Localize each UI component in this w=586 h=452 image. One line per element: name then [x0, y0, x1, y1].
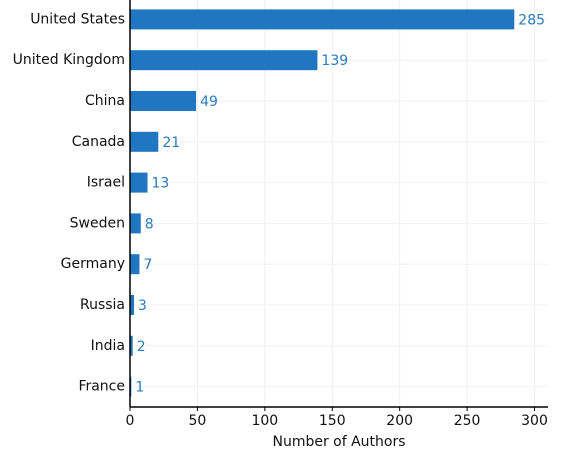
value-label: 8	[145, 216, 154, 232]
value-label: 49	[200, 94, 218, 110]
x-tick-label: 200	[386, 413, 413, 429]
y-tick-label: India	[91, 338, 125, 354]
bar	[130, 295, 135, 315]
bar	[130, 9, 515, 30]
x-axis-label: Number of Authors	[272, 434, 405, 450]
value-label: 3	[138, 298, 147, 314]
value-label: 21	[162, 135, 180, 151]
bar	[130, 50, 318, 71]
value-label: 285	[518, 12, 545, 28]
value-label: 1	[135, 380, 144, 396]
y-tick-label: Sweden	[70, 215, 125, 231]
value-label: 2	[137, 339, 146, 355]
y-tick-label: Germany	[61, 256, 125, 272]
y-tick-label: United Kingdom	[13, 52, 125, 68]
x-tick-label: 300	[521, 413, 548, 429]
y-tick-label: United States	[30, 11, 125, 27]
y-tick-label: China	[85, 93, 125, 109]
x-tick-label: 50	[189, 413, 207, 429]
value-label: 139	[321, 53, 348, 69]
x-tick-label: 250	[454, 413, 481, 429]
bar	[130, 254, 140, 275]
value-label: 13	[152, 176, 170, 192]
y-tick-label: France	[78, 379, 125, 395]
bar	[130, 91, 197, 111]
x-tick-label: 0	[126, 413, 135, 429]
bar	[130, 213, 141, 234]
x-tick-label: 100	[251, 413, 278, 429]
y-tick-label: Canada	[72, 134, 125, 150]
value-label: 7	[143, 257, 152, 273]
bar	[130, 335, 133, 356]
y-tick-label: Russia	[80, 297, 125, 313]
x-tick-label: 150	[319, 413, 346, 429]
y-tick-label: Israel	[87, 175, 125, 191]
bar	[130, 131, 159, 152]
bar	[130, 172, 148, 193]
